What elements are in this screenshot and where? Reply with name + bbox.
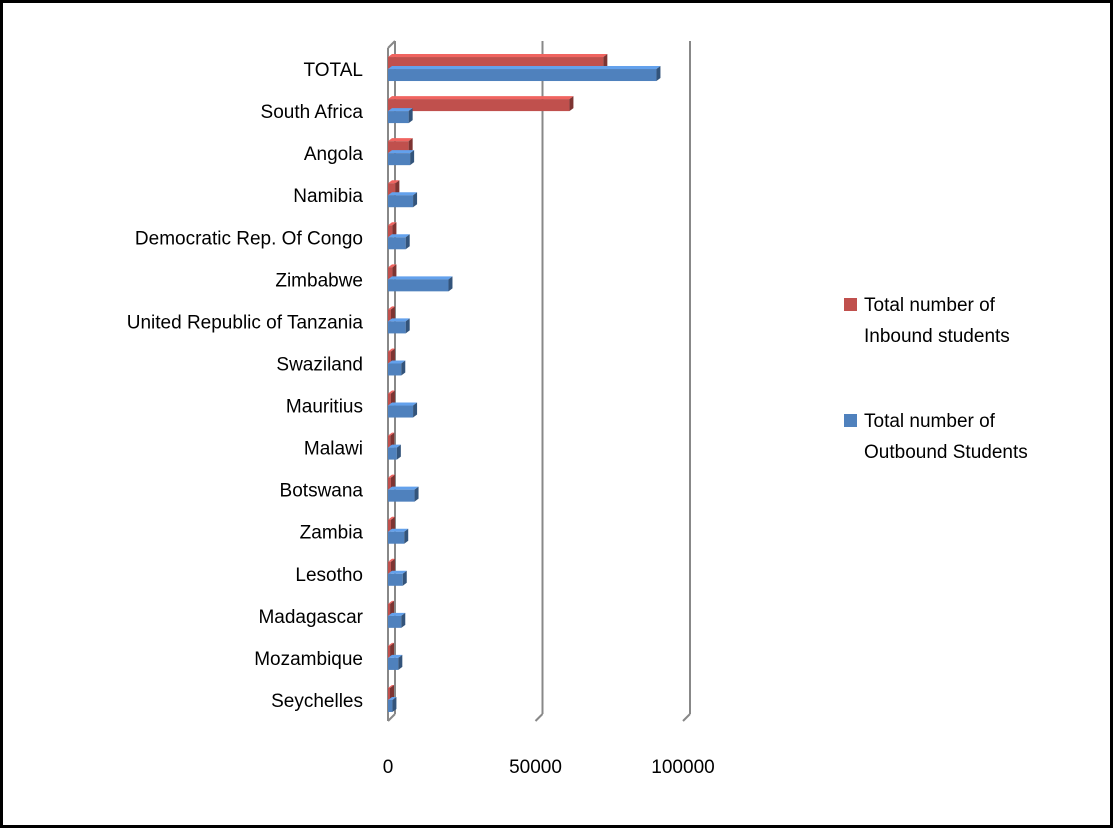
legend-label-outbound-line-1: Outbound Students	[864, 442, 1028, 463]
category-label-2: Angola	[304, 144, 364, 165]
x-tick-label-2: 100000	[651, 757, 714, 778]
bar-outbound-5	[388, 276, 453, 292]
category-label-9: Malawi	[304, 439, 363, 460]
category-label-12: Lesotho	[295, 565, 363, 586]
bar-inbound-5	[388, 264, 397, 280]
bar-inbound-4	[388, 222, 397, 238]
bar-outbound-1	[388, 108, 413, 124]
bar-inbound-15	[388, 684, 394, 700]
gridline-depth-1	[534, 713, 544, 722]
gridline-depth-0	[387, 713, 396, 722]
bar-outbound-6	[388, 318, 410, 334]
category-label-4: Democratic Rep. Of Congo	[135, 228, 363, 249]
bar-outbound-3	[388, 192, 418, 208]
bar-inbound-14	[388, 642, 395, 658]
category-label-1: South Africa	[261, 102, 364, 123]
bar-inbound-11	[388, 516, 395, 532]
bar-inbound-10	[388, 474, 395, 490]
legend-swatch-outbound	[844, 414, 857, 427]
x-tick-label-1: 50000	[509, 757, 562, 778]
bar-outbound-12	[388, 570, 407, 586]
bar-inbound-6	[388, 306, 395, 322]
legend-label-inbound-line-0: Total number of	[864, 295, 996, 316]
legend-label-inbound-line-1: Inbound students	[864, 326, 1010, 347]
bar-outbound-13	[388, 612, 406, 628]
bar-inbound-13	[388, 600, 395, 616]
category-label-11: Zambia	[300, 523, 364, 544]
bar-outbound-8	[388, 402, 418, 418]
x-axis-ticks: 0 50000 100000	[383, 757, 715, 778]
legend: Total number of Inbound students Total num…	[844, 295, 1028, 463]
category-label-0: TOTAL	[304, 60, 363, 81]
bar-inbound-12	[388, 558, 395, 574]
bar-outbound-9	[388, 444, 401, 460]
bar-outbound-4	[388, 234, 410, 250]
category-label-13: Madagascar	[258, 607, 363, 628]
bar-outbound-15	[388, 696, 397, 712]
bar-inbound-9	[388, 432, 395, 448]
bar-inbound-8	[388, 390, 395, 406]
bar-chart: TOTAL South Africa Angola Namibia Democratic…	[127, 40, 1028, 778]
category-label-5: Zimbabwe	[275, 270, 363, 291]
bar-outbound-14	[388, 654, 403, 670]
category-label-10: Botswana	[280, 481, 364, 502]
category-label-7: Swaziland	[276, 354, 363, 375]
bar-outbound-10	[388, 486, 419, 502]
category-label-8: Mauritius	[286, 397, 363, 418]
legend-label-outbound-line-0: Total number of	[864, 411, 996, 432]
bar-outbound-0	[388, 66, 661, 82]
legend-swatch-inbound	[844, 298, 857, 311]
bar-outbound-11	[388, 528, 409, 544]
bar-inbound-3	[388, 180, 400, 196]
bar-inbound-7	[388, 348, 395, 364]
gridline-depth-2	[682, 713, 691, 722]
category-label-3: Namibia	[293, 186, 363, 207]
category-label-15: Seychelles	[271, 691, 363, 712]
x-tick-label-0: 0	[383, 757, 394, 778]
bar-outbound-7	[388, 360, 406, 376]
bar-outbound-2	[388, 150, 415, 166]
grid-layer	[387, 40, 691, 722]
category-label-14: Mozambique	[254, 649, 363, 670]
axis-wall-top	[387, 40, 396, 49]
category-labels: TOTAL South Africa Angola Namibia Democratic…	[127, 60, 364, 712]
bars-layer	[388, 54, 661, 712]
category-label-6: United Republic of Tanzania	[127, 312, 364, 333]
bar-inbound-1	[388, 96, 574, 112]
